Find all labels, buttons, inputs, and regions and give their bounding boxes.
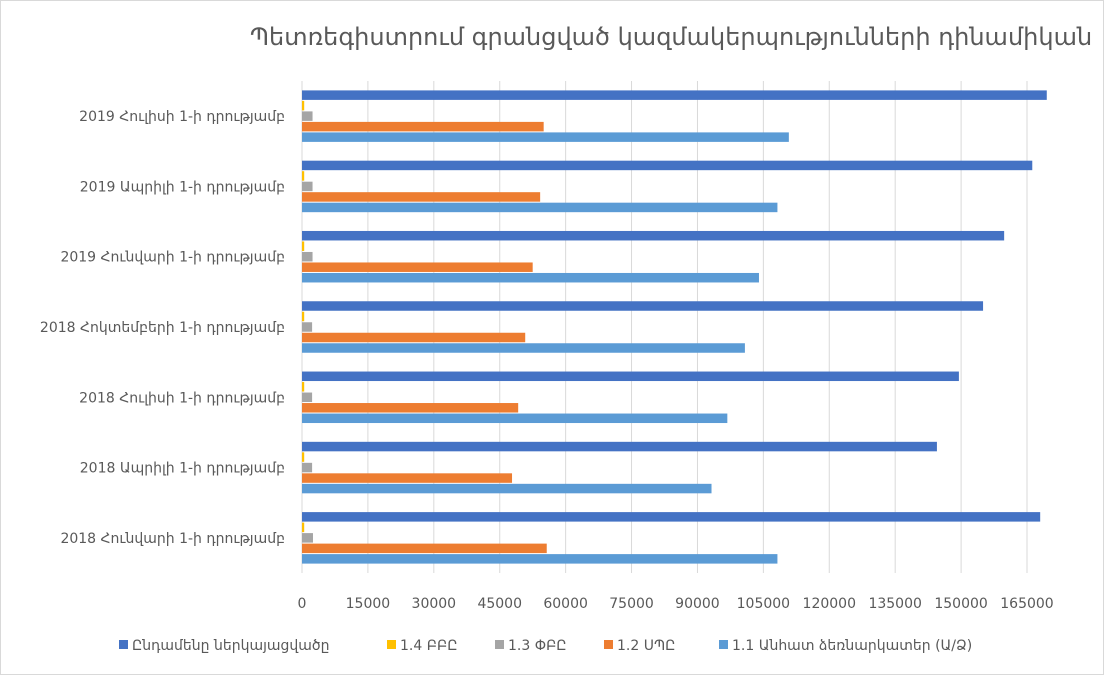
bar — [302, 343, 745, 353]
bar — [302, 301, 984, 311]
category-label: 2019 Հուլիսի 1-ի դրությամբ — [79, 109, 285, 125]
chart-title: Պետռեգիստրում գրանցված կազմակերպությունն… — [250, 23, 1092, 51]
bar — [302, 452, 305, 462]
bar — [302, 382, 305, 392]
legend-swatch — [495, 640, 504, 649]
bar — [302, 111, 313, 121]
legend-swatch — [119, 640, 128, 649]
bar — [302, 441, 937, 452]
bar — [302, 100, 305, 111]
bar — [302, 251, 313, 262]
bar — [302, 543, 547, 554]
bar — [302, 262, 533, 272]
bar — [302, 512, 1041, 522]
bar — [302, 473, 513, 483]
legend-swatch — [719, 640, 728, 649]
x-axis-tick-labels: 0 15000 30000 45000 60000 75000 90000 105000 120… — [298, 596, 1054, 612]
bar — [302, 332, 526, 343]
legend-entry: 1.2 ՍՊԸ — [617, 638, 675, 654]
x-tick-label: 120000 — [803, 596, 856, 612]
bar — [302, 132, 789, 142]
x-tick-label: 135000 — [868, 596, 921, 612]
bar — [302, 322, 313, 332]
x-tick-label: 165000 — [1000, 596, 1053, 612]
legend-swatch — [604, 640, 613, 649]
bar — [302, 202, 778, 213]
x-tick-label: 75000 — [609, 596, 654, 612]
category-label: 2018 Հոկտեմբերի 1-ի դրությամբ — [40, 320, 285, 336]
bar — [302, 181, 313, 192]
bar — [302, 192, 541, 202]
bar — [302, 483, 712, 494]
x-tick-label: 0 — [298, 596, 307, 612]
bar — [302, 522, 305, 533]
legend: Ընդամենը ներկայացվածը 1.4 ԲԲԸ 1.3 ՓԲԸ 1.2 Ս… — [119, 638, 972, 654]
bar — [302, 311, 305, 322]
bar — [302, 554, 778, 564]
category-label: 2018 Հուլիսի 1-ի դրությամբ — [79, 390, 285, 406]
gridlines — [301, 81, 1028, 573]
x-tick-label: 60000 — [543, 596, 588, 612]
legend-entry: 1.1 Անհատ ձեռնարկատեր (Ա/Ձ) — [732, 638, 972, 654]
category-label: 2019 Հունվարի 1-ի դրությամբ — [60, 250, 285, 266]
legend-swatch — [387, 640, 396, 649]
bar — [302, 90, 1047, 100]
bar — [302, 160, 1033, 171]
bar — [302, 272, 759, 283]
x-tick-label: 30000 — [412, 596, 457, 612]
x-tick-label: 15000 — [346, 596, 391, 612]
category-label: 2018 Հունվարի 1-ի դրությամբ — [60, 531, 285, 547]
x-tick-label: 90000 — [675, 596, 720, 612]
x-tick-label: 150000 — [934, 596, 987, 612]
legend-entry: 1.4 ԲԲԸ — [400, 638, 457, 654]
bar — [302, 462, 313, 473]
bar — [302, 171, 305, 181]
x-tick-label: 45000 — [477, 596, 522, 612]
x-tick-label: 105000 — [737, 596, 790, 612]
category-label: 2019 Ապրիլի 1-ի դրությամբ — [80, 179, 285, 195]
category-labels: 2018 Հունվարի 1-ի դրությամբ 2018 Ապրիլի 1… — [40, 109, 285, 547]
bar — [302, 533, 313, 543]
bar — [302, 230, 1005, 241]
category-label: 2018 Ապրիլի 1-ի դրությամբ — [80, 461, 285, 477]
bar — [302, 403, 519, 413]
bar — [302, 121, 544, 132]
legend-entry: Ընդամենը ներկայացվածը — [132, 638, 330, 654]
bar — [302, 371, 959, 382]
bar — [302, 241, 305, 251]
legend-entry: 1.3 ՓԲԸ — [508, 638, 567, 654]
bar — [302, 392, 313, 403]
bar — [302, 413, 728, 424]
bars — [302, 90, 1047, 564]
